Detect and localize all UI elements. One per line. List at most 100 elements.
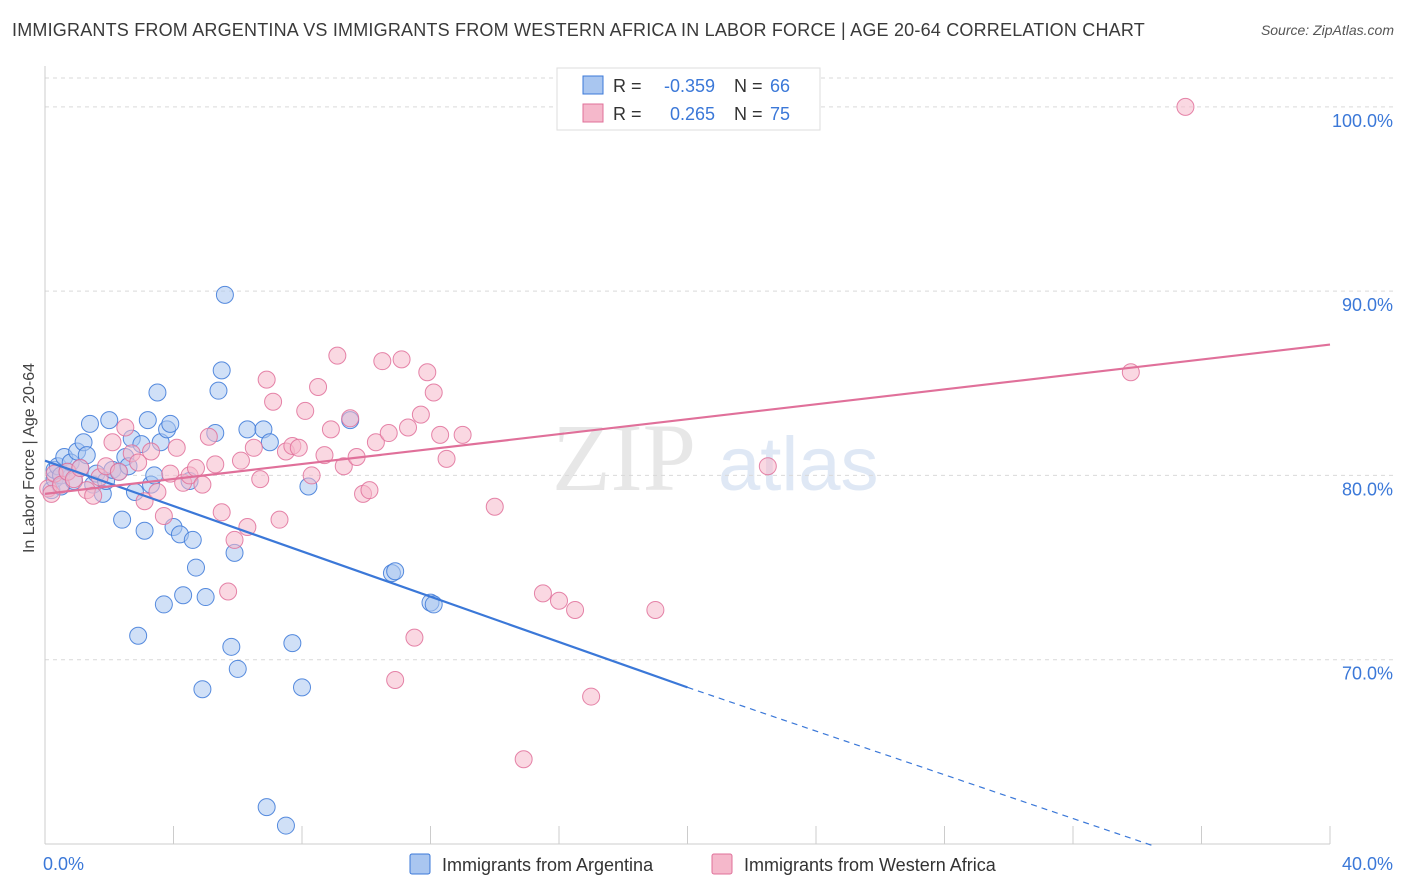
data-point (392, 350, 411, 369)
data-point (386, 670, 405, 689)
data-point (289, 438, 308, 457)
data-point (366, 433, 385, 452)
data-point (186, 459, 205, 478)
watermark-atlas: atlas (718, 422, 879, 507)
data-point (296, 401, 315, 420)
data-point (215, 285, 234, 304)
data-point (360, 481, 379, 500)
data-point (222, 637, 241, 656)
data-point (550, 591, 568, 610)
data-point (411, 405, 430, 424)
y-tick-label: 70.0% (1342, 664, 1393, 684)
data-point (264, 392, 283, 411)
data-point (186, 558, 205, 577)
data-point (582, 687, 601, 706)
data-point (148, 383, 167, 402)
legend-swatch-pink (582, 103, 604, 123)
data-point (533, 584, 552, 603)
source-label: Source: ZipAtlas.com (1260, 22, 1394, 38)
data-point (283, 634, 302, 653)
data-point (113, 510, 132, 529)
legend-swatch-blue (582, 75, 604, 95)
y-axis-label: In Labor Force | Age 20-64 (21, 363, 38, 553)
data-point (373, 352, 392, 371)
data-point (142, 442, 161, 461)
data-point (257, 798, 276, 817)
data-point (485, 497, 504, 516)
legend-n-value-blue: 66 (770, 76, 790, 96)
data-point (116, 418, 135, 437)
data-point (405, 628, 424, 647)
bottom-legend-swatch-western-africa (711, 853, 733, 875)
data-point (302, 466, 321, 485)
data-point (334, 457, 353, 476)
data-point (386, 562, 405, 581)
data-point (431, 425, 450, 444)
bottom-legend-label-argentina: Immigrants from Argentina (442, 855, 654, 875)
stats-legend: R = -0.359 N = 66 R = 0.265 N = 75 (556, 67, 821, 131)
axes (44, 66, 1331, 845)
data-point (161, 414, 180, 433)
trend-line-western-africa (44, 343, 1331, 495)
data-point (154, 595, 173, 614)
data-point (138, 411, 157, 430)
data-point (566, 600, 585, 619)
chart-title: IMMIGRANTS FROM ARGENTINA VS IMMIGRANTS … (12, 20, 1145, 40)
data-point (80, 414, 99, 433)
data-point (100, 411, 119, 430)
data-point (231, 451, 250, 470)
data-point (225, 530, 244, 549)
data-points (39, 97, 1195, 835)
data-point (199, 427, 218, 446)
data-point (212, 503, 231, 522)
data-point (321, 420, 340, 439)
data-point (244, 438, 263, 457)
data-point (174, 586, 193, 605)
data-point (315, 446, 334, 465)
data-point (399, 418, 418, 437)
data-point (418, 363, 437, 382)
legend-r-label-pink: R = (613, 104, 642, 124)
data-point (212, 361, 231, 380)
data-point (758, 457, 777, 476)
data-point (183, 530, 202, 549)
data-point (109, 462, 128, 481)
data-point (129, 453, 148, 472)
data-point (135, 521, 154, 540)
legend-n-value-pink: 75 (770, 104, 790, 124)
data-point (209, 381, 228, 400)
x-tick-label: 0.0% (43, 854, 84, 874)
legend-r-label-blue: R = (613, 76, 642, 96)
y-tick-label: 90.0% (1342, 295, 1393, 315)
gridlines (45, 77, 1395, 661)
data-point (341, 409, 360, 428)
data-point (293, 678, 311, 697)
data-point (193, 475, 212, 494)
data-point (206, 455, 225, 474)
data-point (437, 449, 456, 468)
trend-extension-argentina (687, 686, 1154, 847)
data-point (276, 816, 295, 835)
data-point (379, 424, 398, 443)
data-point (167, 438, 186, 457)
bottom-legend-label-western-africa: Immigrants from Western Africa (744, 855, 997, 875)
data-point (1176, 97, 1195, 116)
data-point (270, 510, 289, 529)
legend-r-value-blue: -0.359 (664, 76, 715, 96)
data-point (154, 506, 173, 525)
data-point (424, 383, 443, 402)
data-point (453, 425, 472, 444)
data-point (103, 433, 122, 452)
data-point (193, 680, 212, 699)
data-point (646, 600, 665, 619)
data-point (196, 588, 215, 607)
data-point (219, 582, 238, 601)
trend-lines (44, 343, 1331, 847)
x-tick-labels: 0.0% 40.0% (43, 854, 1393, 874)
x-tick-label: 40.0% (1342, 854, 1393, 874)
series-argentina (42, 285, 443, 835)
legend-n-label-blue: N = (734, 76, 763, 96)
y-tick-label: 100.0% (1332, 111, 1393, 131)
y-tick-label: 80.0% (1342, 479, 1393, 499)
